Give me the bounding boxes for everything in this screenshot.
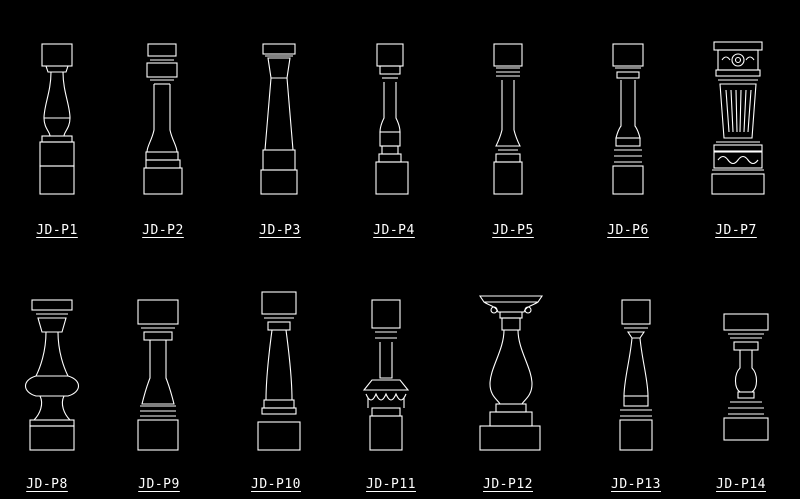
baluster-jd-p8 (24, 299, 80, 451)
baluster-jd-p3 (260, 43, 298, 195)
baluster-jd-p13 (619, 299, 653, 451)
label-jd-p12: JD-P12 (483, 477, 533, 492)
baluster-jd-p9 (137, 299, 179, 451)
baluster-jd-p14 (723, 313, 769, 441)
label-jd-p1: JD-P1 (36, 223, 78, 238)
baluster-jd-p12 (478, 295, 544, 451)
baluster-jd-p5 (493, 43, 523, 195)
baluster-jd-p7 (711, 41, 765, 195)
label-jd-p2: JD-P2 (142, 223, 184, 238)
label-jd-p3: JD-P3 (259, 223, 301, 238)
label-jd-p4: JD-P4 (373, 223, 415, 238)
baluster-jd-p2 (143, 43, 183, 195)
label-jd-p8: JD-P8 (26, 477, 68, 492)
label-jd-p14: JD-P14 (716, 477, 766, 492)
label-jd-p13: JD-P13 (611, 477, 661, 492)
label-jd-p6: JD-P6 (607, 223, 649, 238)
label-jd-p11: JD-P11 (366, 477, 416, 492)
label-jd-p10: JD-P10 (251, 477, 301, 492)
label-jd-p5: JD-P5 (492, 223, 534, 238)
baluster-jd-p1 (39, 43, 75, 195)
label-jd-p7: JD-P7 (715, 223, 757, 238)
baluster-jd-p10 (257, 291, 301, 451)
baluster-jd-p11 (362, 299, 410, 451)
label-jd-p9: JD-P9 (138, 477, 180, 492)
baluster-jd-p6 (612, 43, 644, 195)
baluster-jd-p4 (375, 43, 409, 195)
